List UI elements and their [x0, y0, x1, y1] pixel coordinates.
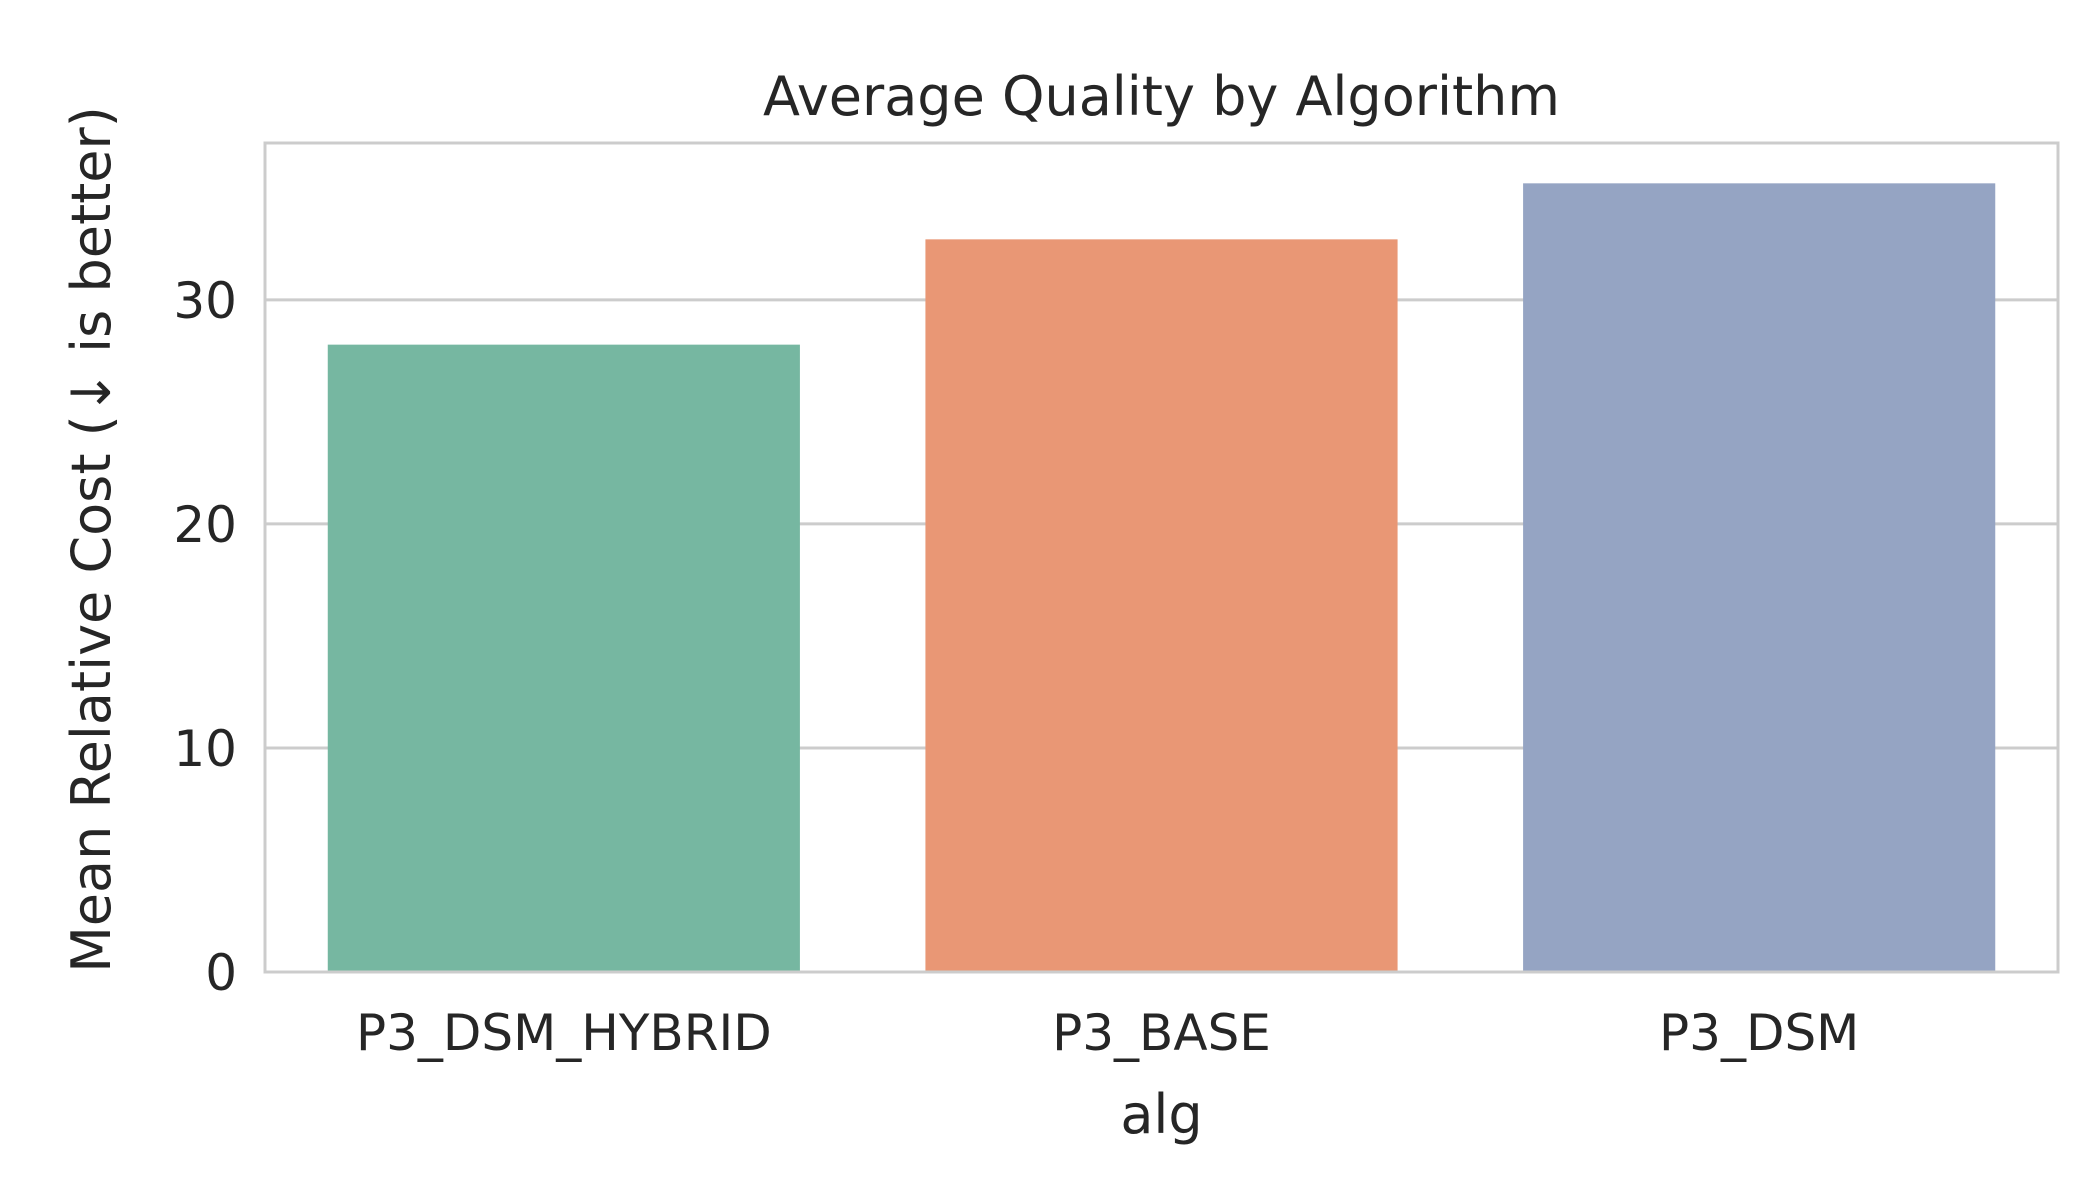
- y-tick-label: 20: [173, 496, 237, 554]
- plot-frame: [263, 141, 2060, 974]
- bar-p3-dsm: [1523, 183, 1996, 973]
- y-tick-label: 10: [173, 720, 237, 778]
- bar-p3-dsm-hybrid: [327, 344, 800, 972]
- x-tick-label: P3_DSM: [1659, 1004, 1859, 1062]
- x-tick-labels: P3_DSM_HYBRID P3_BASE P3_DSM: [356, 1004, 1859, 1062]
- x-axis-label: alg: [1120, 1083, 1202, 1146]
- y-axis-label: Mean Relative Cost (↓ is better): [60, 106, 123, 973]
- y-tick-label: 30: [173, 272, 237, 330]
- bars: [327, 183, 1996, 973]
- x-tick-label: P3_DSM_HYBRID: [356, 1004, 772, 1062]
- y-tick-labels: 0 10 20 30: [173, 272, 237, 1002]
- chart-title: Average Quality by Algorithm: [763, 65, 1560, 128]
- bar-p3-base: [925, 239, 1398, 972]
- y-tick-label: 0: [205, 944, 237, 1002]
- x-tick-label: P3_BASE: [1052, 1004, 1271, 1062]
